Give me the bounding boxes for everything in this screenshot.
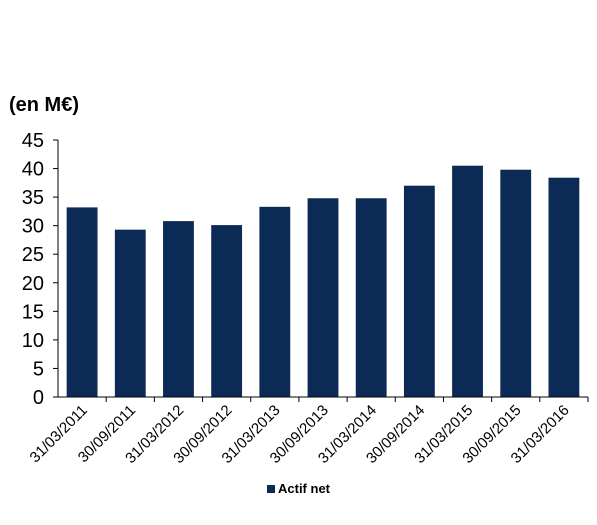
y-tick-label: 20 (22, 273, 44, 295)
y-tick-label: 30 (22, 216, 44, 238)
bars (66, 165, 580, 397)
y-tick-label: 0 (33, 387, 44, 409)
bar (114, 229, 146, 397)
bar (307, 198, 339, 397)
bar (403, 185, 435, 397)
bar (452, 165, 483, 397)
y-tick-label: 10 (22, 330, 44, 352)
bar (500, 169, 532, 397)
y-tick-label: 45 (22, 130, 44, 152)
legend: Actif net (0, 481, 597, 496)
y-tick-label: 40 (22, 159, 44, 181)
legend-swatch (267, 485, 275, 493)
unit-label: (en M€) (9, 94, 79, 116)
y-tick-label: 5 (33, 358, 44, 380)
bar (259, 206, 291, 397)
bar (163, 221, 194, 397)
y-tick-label: 35 (22, 187, 44, 209)
bar (66, 207, 98, 397)
x-axis: 31/03/201130/09/201131/03/201230/09/2012… (27, 396, 589, 467)
legend-label: Actif net (278, 481, 330, 496)
bar (211, 225, 243, 397)
y-axis: 0 5 10 15 20 25 30 35 40 45 (22, 130, 59, 409)
y-tick-label: 25 (22, 244, 44, 266)
bar (355, 198, 387, 397)
bar (548, 177, 580, 397)
bar-chart: 0 5 10 15 20 25 30 35 40 45 31/03/201130/09/20113… (22, 130, 589, 467)
y-tick-label: 15 (22, 301, 44, 323)
